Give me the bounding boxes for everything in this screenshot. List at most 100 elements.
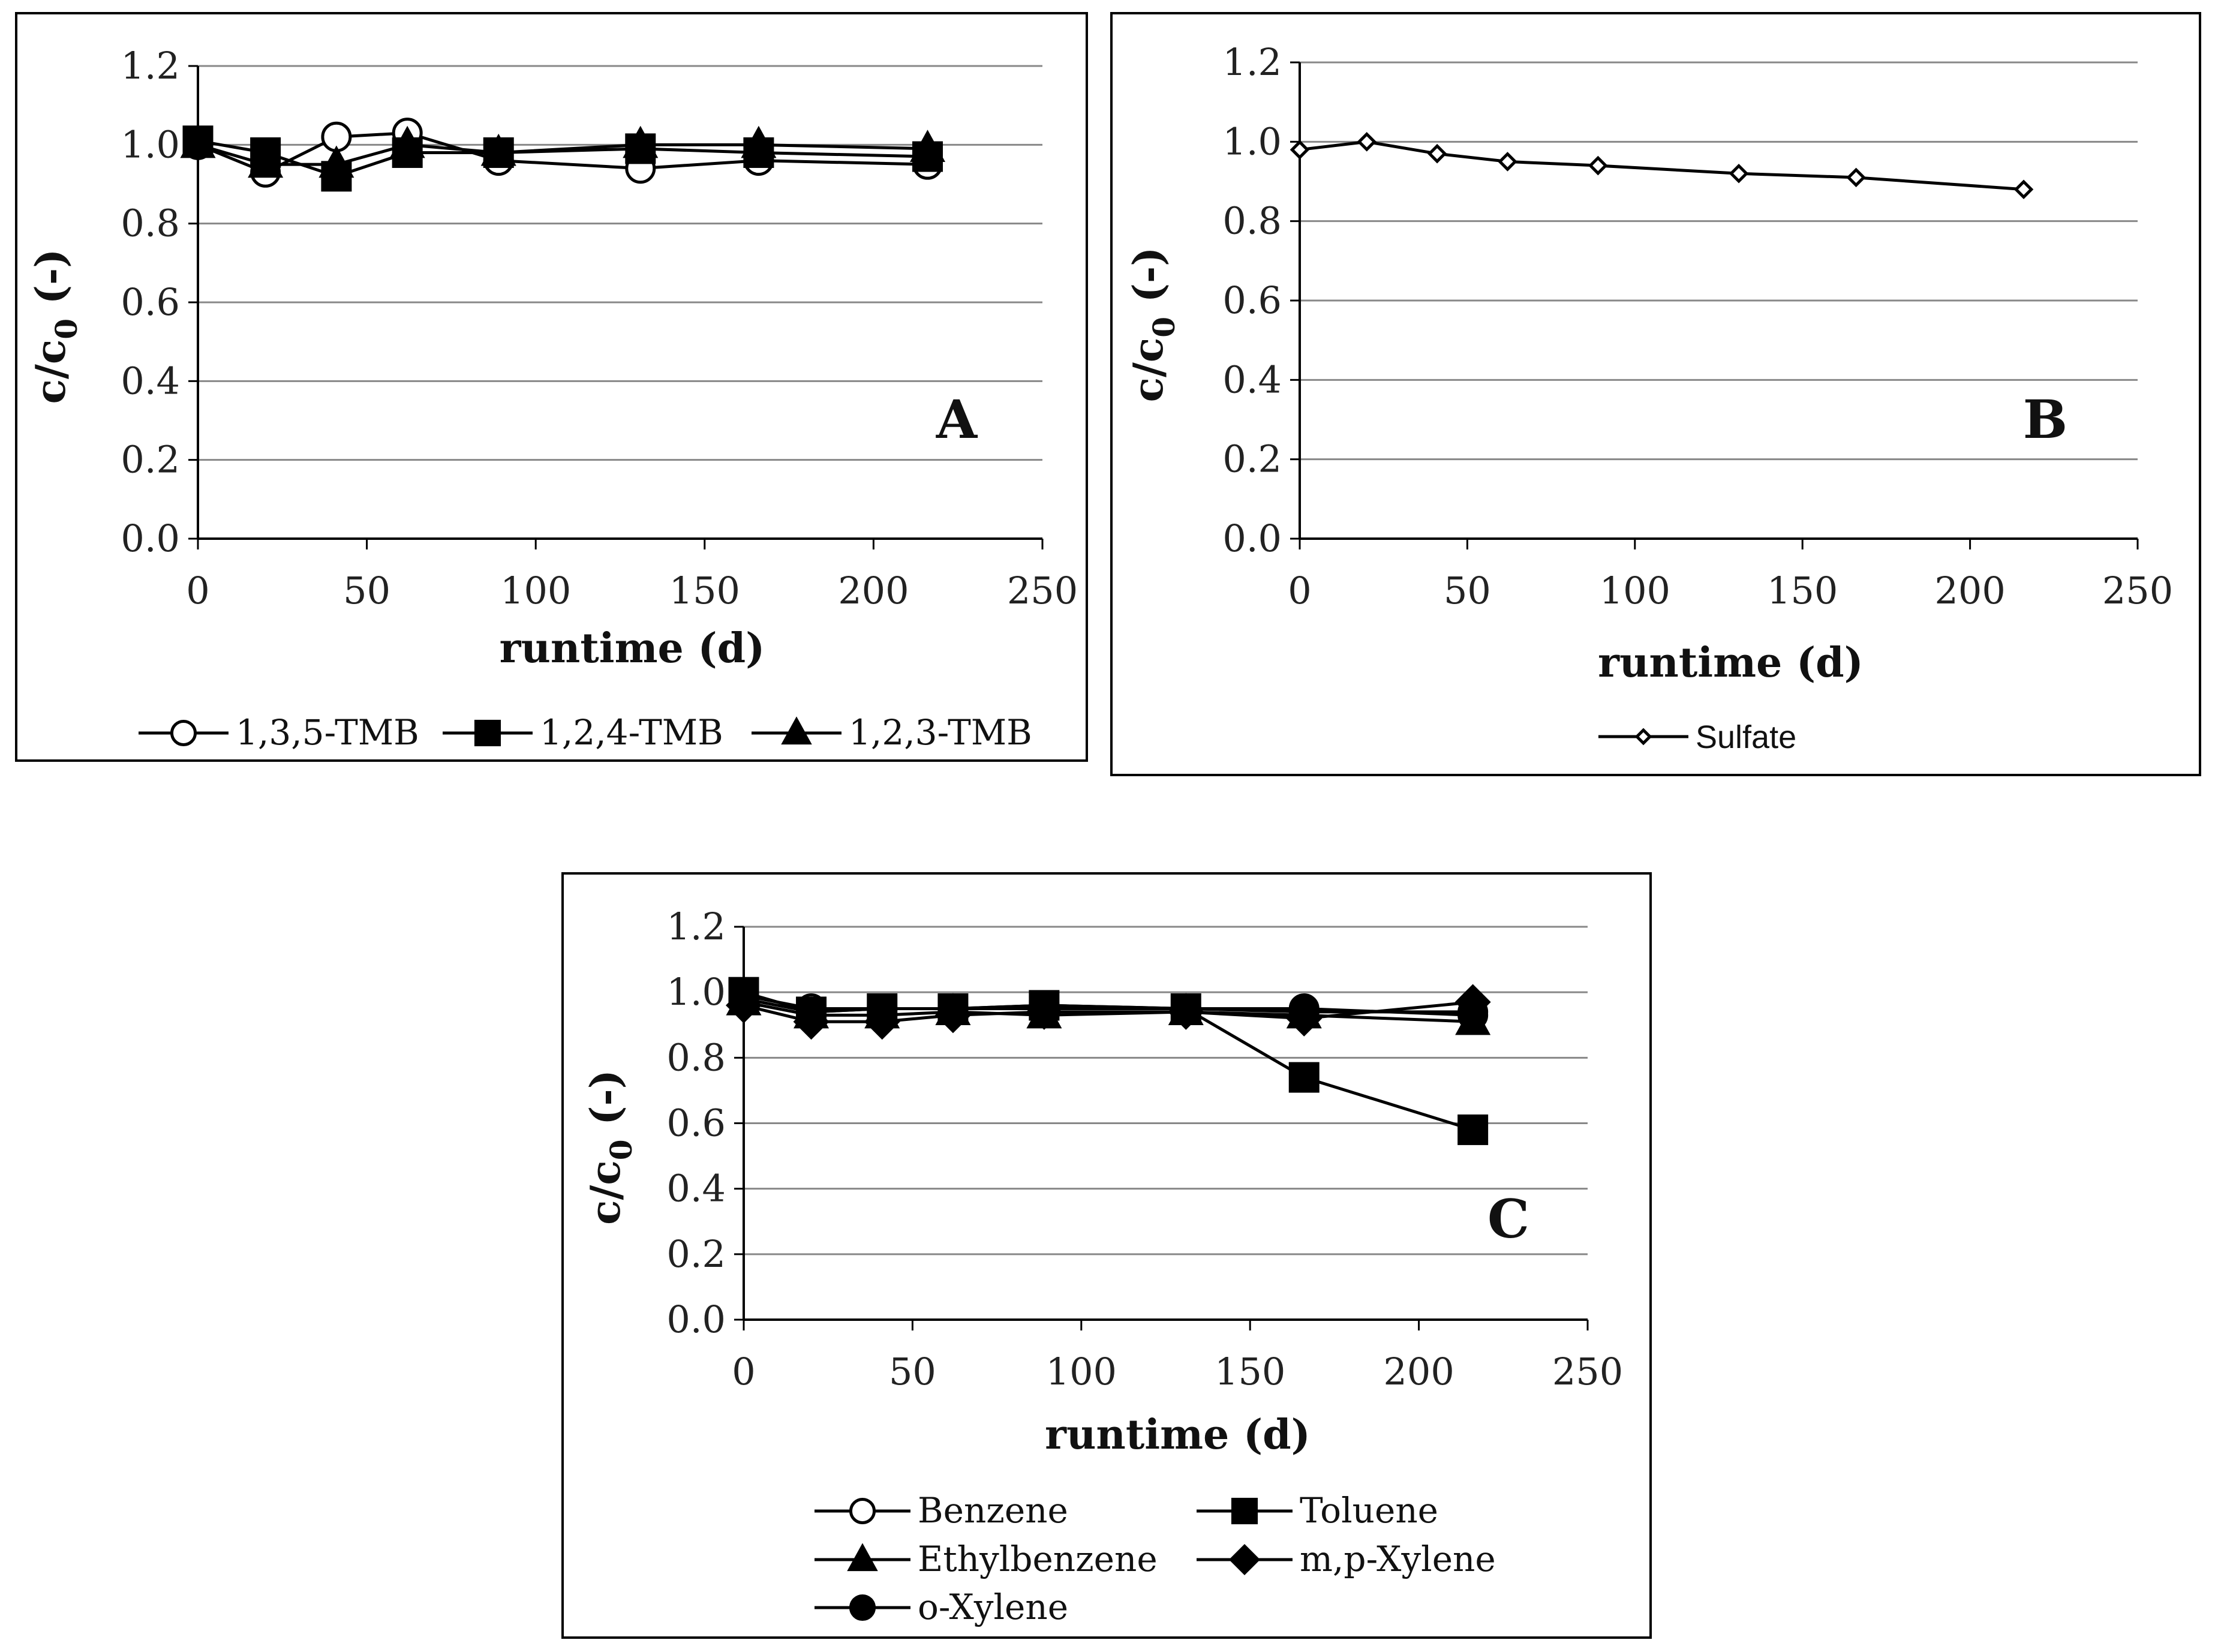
legend-marker	[474, 719, 501, 747]
y-tick-label: 1.2	[121, 44, 180, 88]
legend: Sulfate	[1598, 719, 1796, 755]
y-tick-label: 0.8	[121, 202, 180, 245]
y-tick-label: 1.0	[121, 122, 180, 166]
x-axis-title: runtime (d)	[500, 624, 765, 672]
y-axis-title-subscript: 0	[1146, 317, 1182, 338]
series-line	[197, 143, 928, 166]
data-point	[480, 133, 516, 166]
y-axis-title-unit: (-)	[582, 1070, 630, 1139]
data-point	[180, 125, 216, 158]
legend-entry: o-Xylene	[815, 1587, 1068, 1627]
y-tick-label: 1.2	[1222, 40, 1282, 84]
series-line	[1299, 140, 2024, 191]
x-tick-label: 250	[1007, 569, 1078, 612]
y-tick-label: 0.6	[1222, 278, 1282, 322]
chart-panel-a: 0.0 0.2 0.4 0.6 0.8 1.0 1.2 0 50 100 150 200 250 runt…	[15, 12, 1088, 762]
x-tick-label: 100	[500, 569, 571, 612]
x-tick-label: 200	[838, 569, 909, 612]
legend-label: Toluene	[1300, 1490, 1438, 1531]
panel-label: B	[2023, 388, 2067, 450]
data-point	[909, 130, 946, 162]
data-point	[1029, 993, 1060, 1024]
legend-label: o-Xylene	[918, 1587, 1068, 1627]
y-tick-label: 0.0	[121, 516, 180, 560]
x-tick-label: 50	[1444, 569, 1491, 612]
series-1-2-3-tmb	[180, 125, 946, 178]
y-axis-title-main: c/c	[1125, 338, 1173, 403]
x-tick-label: 250	[1552, 1350, 1623, 1393]
x-tick-label: 200	[1383, 1350, 1454, 1393]
legend-entry: 1,2,4-TMB	[443, 712, 723, 753]
y-tick-label: 0.4	[666, 1167, 726, 1211]
y-tick-label: 0.0	[1222, 516, 1282, 560]
x-tick-label: 200	[1934, 569, 2005, 612]
data-point	[1357, 132, 1377, 152]
y-axis-title: c/c0 (-)	[582, 1070, 639, 1225]
data-point	[1427, 143, 1447, 164]
x-tick-label: 150	[1767, 569, 1838, 612]
legend-marker	[849, 1594, 876, 1621]
y-axis-title-main: c/c	[582, 1160, 630, 1225]
legend-marker	[1634, 728, 1652, 746]
x-tick-label: 150	[669, 569, 740, 612]
x-tick-label: 150	[1215, 1350, 1285, 1393]
legend-entry: 1,2,3-TMB	[752, 712, 1032, 753]
x-tick-label: 250	[2102, 569, 2173, 612]
data-point	[389, 125, 425, 158]
data-point	[867, 993, 898, 1024]
data-point	[2013, 179, 2034, 200]
y-axis-title: c/c0 (-)	[27, 249, 84, 404]
panel-frame	[15, 12, 1088, 762]
legend-entry: 1,3,5-TMB	[139, 712, 419, 753]
panel-frame	[561, 872, 1652, 1639]
legend-marker	[847, 1543, 878, 1572]
legend-label: m,p-Xylene	[1300, 1539, 1496, 1579]
legend-label: 1,2,3-TMB	[849, 712, 1032, 753]
y-axis-title-subscript: 0	[49, 319, 84, 340]
legend-entry: Sulfate	[1598, 719, 1796, 755]
data-point	[1290, 140, 1310, 160]
x-tick-label: 100	[1600, 569, 1670, 612]
x-tick-label: 0	[732, 1350, 755, 1393]
legend-label: Benzene	[918, 1490, 1068, 1531]
y-tick-label: 0.2	[121, 438, 180, 482]
data-point	[1457, 999, 1489, 1031]
y-tick-label: 0.8	[666, 1035, 726, 1079]
panel-label: A	[936, 388, 978, 450]
x-tick-label: 0	[1288, 569, 1311, 612]
data-point	[1288, 1062, 1320, 1093]
legend-marker	[1228, 1543, 1261, 1576]
legend-label: Ethylbenzene	[918, 1539, 1158, 1579]
legend-entry: Benzene	[815, 1490, 1068, 1531]
y-tick-label: 1.2	[666, 905, 726, 948]
data-point	[1846, 167, 1866, 188]
y-axis-title: c/c0 (-)	[1125, 247, 1182, 403]
data-point	[1729, 163, 1749, 184]
y-axis-title-unit: (-)	[1125, 247, 1173, 317]
series-1-3-5-tmb	[182, 118, 943, 188]
data-point	[796, 996, 827, 1028]
series-o-xylene	[728, 983, 1489, 1031]
legend-entry: Ethylbenzene	[815, 1539, 1158, 1579]
series-toluene	[728, 977, 1489, 1145]
y-axis-title-main: c/c	[27, 340, 75, 404]
legend-marker	[849, 1497, 876, 1525]
data-point	[1170, 993, 1201, 1024]
legend-marker	[170, 719, 197, 747]
x-axis-title: runtime (d)	[1598, 639, 1864, 687]
y-axis-title-unit: (-)	[27, 249, 75, 319]
y-tick-label: 0.6	[121, 280, 180, 324]
y-tick-label: 1.0	[1222, 119, 1282, 163]
panel-label: C	[1487, 1188, 1529, 1250]
legend: 1,3,5-TMB 1,2,4-TMB 1,2,3-TMB	[139, 712, 1032, 753]
data-point	[1588, 155, 1608, 176]
y-tick-label: 0.4	[1222, 358, 1282, 401]
y-tick-label: 1.0	[666, 970, 726, 1014]
data-point	[623, 125, 659, 158]
legend-label: 1,3,5-TMB	[236, 712, 419, 753]
x-tick-label: 50	[343, 569, 390, 612]
y-tick-label: 0.0	[666, 1297, 726, 1341]
chart-panel-c: 0.0 0.2 0.4 0.6 0.8 1.0 1.2 0 50 100 150 200 250 runt…	[561, 872, 1652, 1639]
y-tick-label: 0.8	[1222, 199, 1282, 243]
